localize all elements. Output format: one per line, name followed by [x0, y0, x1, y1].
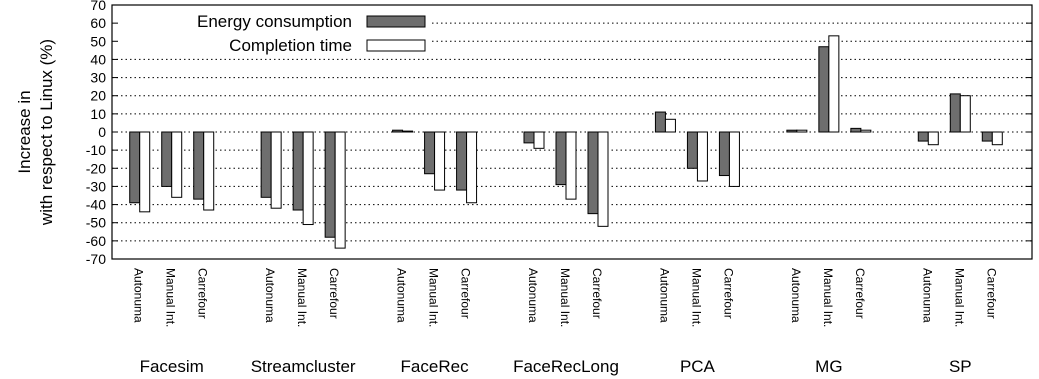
bar-streamcluster-autonuma-completion-time — [270, 131, 282, 209]
x-category-label: Manual Int. — [295, 268, 309, 327]
bar-facesim-carrefour-energy-consumption — [193, 131, 205, 200]
bars — [129, 35, 1003, 249]
y-tick-label: -40 — [86, 197, 106, 213]
x-axis-labels: Autonuma Manual Int. Carrefour Facesim Auton… — [132, 268, 999, 376]
y-tick-label: 30 — [90, 70, 106, 86]
bar-facesim-manual-int-completion-time — [171, 131, 183, 198]
y-tick-label: 40 — [90, 51, 106, 67]
x-category-label: Carrefour — [459, 268, 473, 319]
x-category-label: Autonuma — [395, 268, 409, 323]
legend-swatch — [366, 39, 426, 52]
x-category-label: Autonuma — [526, 268, 540, 323]
bar-mg-carrefour-energy-consumption — [850, 127, 862, 133]
bar-sp-carrefour-completion-time — [991, 131, 1003, 146]
bar-sp-autonuma-completion-time — [927, 131, 939, 146]
x-category-label: Manual Int. — [558, 268, 572, 327]
x-category-label: Carrefour — [721, 268, 735, 319]
y-tick-label: 10 — [90, 106, 106, 122]
x-category-label: Autonuma — [789, 268, 803, 323]
x-group-label: Streamcluster — [251, 357, 356, 376]
bar-facerec-manual-int-energy-consumption — [424, 131, 436, 175]
x-category-label: Manual Int. — [821, 268, 835, 327]
bar-mg-autonuma-completion-time — [796, 129, 808, 133]
y-tick-label: 50 — [90, 33, 106, 49]
x-category-label: Manual Int. — [164, 268, 178, 327]
bar-pca-manual-int-completion-time — [696, 131, 708, 182]
y-axis-label-line: with respect to Linux (%) — [37, 39, 56, 226]
x-category-label: Autonuma — [920, 268, 934, 323]
bar-streamcluster-manual-int-completion-time — [302, 131, 314, 226]
x-group-label: Facesim — [140, 357, 204, 376]
x-group-label: FaceRec — [401, 357, 470, 376]
bar-facerec-carrefour-energy-consumption — [456, 131, 468, 191]
x-group-label: MG — [815, 357, 842, 376]
bar-facesim-autonuma-completion-time — [139, 131, 151, 213]
x-category-label: Carrefour — [196, 268, 210, 319]
y-tick-label: -70 — [86, 251, 106, 267]
bar-pca-manual-int-energy-consumption — [686, 131, 698, 169]
x-group-label: SP — [949, 357, 972, 376]
x-category-label: Manual Int. — [427, 268, 441, 327]
legend-label: Energy consumption — [197, 12, 352, 31]
bar-facereclong-carrefour-completion-time — [597, 131, 609, 227]
bar-sp-carrefour-energy-consumption — [981, 131, 993, 142]
bar-facesim-manual-int-energy-consumption — [161, 131, 173, 187]
x-category-label: Carrefour — [327, 268, 341, 319]
x-category-label: Manual Int. — [952, 268, 966, 327]
y-tick-label: 0 — [98, 124, 106, 140]
x-category-label: Carrefour — [984, 268, 998, 319]
x-category-label: Autonuma — [657, 268, 671, 323]
bar-streamcluster-carrefour-completion-time — [334, 131, 346, 249]
legend-label: Completion time — [229, 36, 352, 55]
bar-facereclong-manual-int-energy-consumption — [555, 131, 567, 186]
x-category-label: Manual Int. — [689, 268, 703, 327]
x-category-label: Autonuma — [132, 268, 146, 323]
bar-sp-manual-int-completion-time — [959, 95, 971, 133]
y-tick-label: -60 — [86, 233, 106, 249]
y-tick-label: -30 — [86, 178, 106, 194]
y-axis-title: Increase in with respect to Linux (%) — [15, 39, 56, 226]
legend-swatch — [366, 15, 426, 28]
y-axis-ticks: 70 60 50 40 30 20 10 0 -10 -20 -30 -40 -50 -60 -70 — [86, 0, 1032, 267]
bar-sp-autonuma-energy-consumption — [917, 131, 929, 142]
bar-streamcluster-autonuma-energy-consumption — [260, 131, 272, 198]
y-tick-label: -20 — [86, 160, 106, 176]
y-tick-label: 70 — [90, 0, 106, 13]
bar-pca-carrefour-energy-consumption — [718, 131, 730, 177]
bar-facesim-carrefour-completion-time — [203, 131, 215, 211]
bar-facereclong-carrefour-energy-consumption — [587, 131, 599, 215]
bar-facerec-autonuma-completion-time — [402, 130, 414, 133]
bar-mg-carrefour-completion-time — [860, 129, 872, 133]
bar-mg-manual-int-completion-time — [828, 35, 840, 133]
bar-sp-manual-int-energy-consumption — [949, 93, 961, 133]
bar-facerec-manual-int-completion-time — [434, 131, 446, 191]
bar-facerec-carrefour-completion-time — [466, 131, 478, 204]
bar-pca-carrefour-completion-time — [728, 131, 740, 187]
y-tick-label: 20 — [90, 88, 106, 104]
y-tick-label: -10 — [86, 142, 106, 158]
y-axis-label-line: Increase in — [15, 90, 34, 173]
bar-mg-manual-int-energy-consumption — [818, 46, 830, 133]
x-group-label: PCA — [680, 357, 716, 376]
bar-pca-autonuma-completion-time — [664, 118, 676, 133]
bar-facereclong-autonuma-completion-time — [533, 131, 545, 149]
y-tick-label: -50 — [86, 215, 106, 231]
bar-streamcluster-carrefour-energy-consumption — [324, 131, 336, 238]
y-tick-label: 60 — [90, 15, 106, 31]
bar-mg-autonuma-energy-consumption — [786, 129, 798, 133]
x-group-label: FaceRecLong — [513, 357, 619, 376]
bar-facereclong-manual-int-completion-time — [565, 131, 577, 200]
legend: Energy consumption Completion time — [197, 12, 426, 55]
bar-streamcluster-manual-int-energy-consumption — [292, 131, 304, 211]
bar-facesim-autonuma-energy-consumption — [129, 131, 141, 204]
x-category-label: Autonuma — [263, 268, 277, 323]
bar-facerec-autonuma-energy-consumption — [392, 129, 404, 133]
bar-facereclong-autonuma-energy-consumption — [523, 131, 535, 144]
x-category-label: Carrefour — [590, 268, 604, 319]
x-category-label: Carrefour — [853, 268, 867, 319]
bar-pca-autonuma-energy-consumption — [654, 111, 666, 133]
